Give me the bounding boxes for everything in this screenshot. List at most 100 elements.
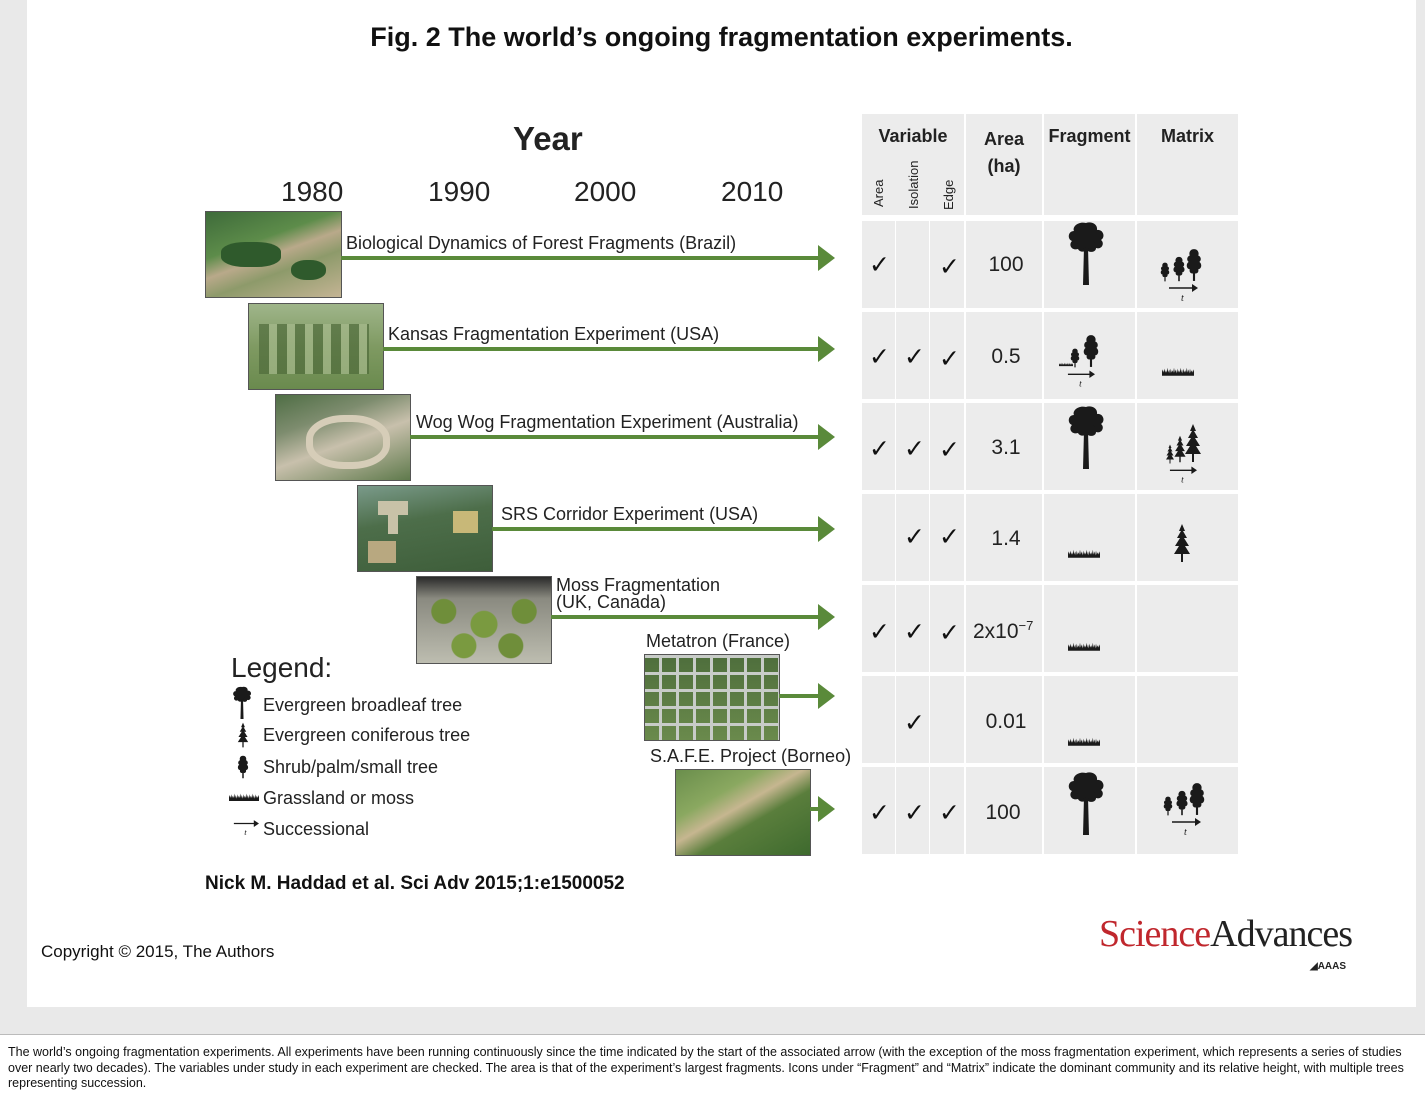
legend-label-grass: Grassland or moss bbox=[263, 788, 415, 808]
area-row2: 0.5 bbox=[991, 345, 1021, 368]
legend-label-shrub: Shrub/palm/small tree bbox=[263, 757, 439, 777]
area-row3: 3.1 bbox=[991, 436, 1021, 459]
year-tick-1990: 1990 bbox=[428, 176, 491, 207]
check-row4-edge: ✓ bbox=[939, 522, 960, 551]
table-cell bbox=[930, 676, 964, 763]
photo-safe bbox=[675, 769, 811, 856]
arrowhead-srs bbox=[818, 516, 835, 542]
successional-shrub-icon bbox=[1059, 334, 1111, 390]
header-fragment: Fragment bbox=[1048, 126, 1131, 146]
subheader-isolation: Isolation bbox=[906, 160, 921, 209]
table-cell bbox=[1044, 585, 1135, 672]
arrowhead-kansas bbox=[818, 336, 835, 362]
table-cell bbox=[896, 676, 929, 763]
science-advances-logo: ScienceAdvances bbox=[1099, 912, 1353, 956]
check-row4-isolation: ✓ bbox=[904, 522, 925, 551]
arrowhead-safe bbox=[818, 796, 835, 822]
check-row2-edge: ✓ bbox=[939, 344, 960, 373]
grass-icon bbox=[1068, 736, 1100, 746]
table-cell bbox=[930, 221, 964, 308]
legend-title: Legend: bbox=[231, 652, 333, 683]
header-matrix-cell bbox=[1137, 114, 1238, 215]
experiment-arrow-metatron bbox=[779, 694, 819, 698]
experiment-label-moss-line2: (UK, Canada) bbox=[556, 592, 667, 612]
header-area-line1: Area bbox=[983, 129, 1025, 149]
grass-icon bbox=[1068, 641, 1100, 651]
table-cell bbox=[896, 403, 929, 490]
header-variable-cell bbox=[862, 114, 964, 215]
area-row5-exponent: −7 bbox=[1018, 618, 1034, 633]
conifer-tree-icon bbox=[1172, 523, 1192, 563]
experiment-label-metatron: Metatron (France) bbox=[646, 631, 791, 651]
table-cell bbox=[966, 221, 1042, 308]
table-cell bbox=[1137, 494, 1238, 581]
experiment-label-moss: Moss Fragmentation (UK, Canada) bbox=[556, 576, 720, 612]
area-row5-base: 2x10 bbox=[973, 620, 1019, 643]
photo-kansas bbox=[248, 303, 384, 390]
grass-icon bbox=[1162, 366, 1194, 376]
header-variable: Variable bbox=[878, 126, 948, 146]
check-row6-isolation: ✓ bbox=[904, 708, 925, 737]
header-matrix: Matrix bbox=[1160, 126, 1214, 146]
table-cell bbox=[862, 585, 895, 672]
experiment-label-wogwog: Wog Wog Fragmentation Experiment (Austra… bbox=[416, 412, 799, 432]
aaas-logo: ◢AAAS bbox=[1310, 961, 1347, 972]
table-cell bbox=[896, 767, 929, 854]
check-row7-isolation: ✓ bbox=[904, 798, 925, 827]
copyright: Copyright © 2015, The Authors bbox=[41, 942, 275, 961]
broadleaf-tree-icon bbox=[1064, 769, 1108, 839]
table-cell bbox=[966, 585, 1042, 672]
table-cell bbox=[1137, 403, 1238, 490]
figure-slide: Fig. 2 The world’s ongoing fragmentation… bbox=[27, 0, 1416, 1007]
check-row2-area: ✓ bbox=[869, 342, 890, 371]
broadleaf-tree-icon bbox=[231, 685, 253, 721]
table-cell bbox=[930, 403, 964, 490]
check-row5-area: ✓ bbox=[869, 617, 890, 646]
experiment-arrow-kansas bbox=[383, 347, 819, 351]
grass-icon bbox=[1068, 548, 1100, 558]
subheader-area: Area bbox=[871, 179, 886, 207]
check-row5-isolation: ✓ bbox=[904, 617, 925, 646]
check-row7-area: ✓ bbox=[869, 798, 890, 827]
aaas-text: AAAS bbox=[1317, 961, 1347, 972]
table-cell bbox=[862, 767, 895, 854]
table-cell bbox=[862, 221, 895, 308]
photo-srs bbox=[357, 485, 493, 572]
arrowhead-metatron bbox=[818, 683, 835, 709]
table-cell bbox=[862, 494, 895, 581]
check-row2-isolation: ✓ bbox=[904, 342, 925, 371]
table-cell bbox=[896, 494, 929, 581]
table-cell bbox=[896, 221, 929, 308]
grass-icon bbox=[228, 792, 260, 801]
check-row5-edge: ✓ bbox=[939, 618, 960, 647]
table-cell bbox=[930, 585, 964, 672]
successional-conifer-icon bbox=[1165, 422, 1209, 484]
year-tick-1980: 1980 bbox=[281, 176, 344, 207]
experiment-arrow-safe bbox=[810, 807, 819, 811]
table-cell bbox=[1137, 676, 1238, 763]
photo-bdffp bbox=[205, 211, 342, 298]
table-cell bbox=[896, 585, 929, 672]
table-cell bbox=[862, 676, 895, 763]
arrowhead-wogwog bbox=[818, 424, 835, 450]
table-cell bbox=[966, 403, 1042, 490]
year-tick-2000: 2000 bbox=[574, 176, 637, 207]
experiment-arrow-bdffp bbox=[341, 256, 819, 260]
experiment-arrow-moss bbox=[551, 615, 819, 619]
experiment-label-kansas: Kansas Fragmentation Experiment (USA) bbox=[388, 324, 720, 344]
experiment-label-srs: SRS Corridor Experiment (USA) bbox=[501, 504, 759, 524]
photo-metatron bbox=[644, 654, 780, 741]
citation: Nick M. Haddad et al. Sci Adv 2015;1:e15… bbox=[205, 873, 625, 894]
year-heading: Year bbox=[513, 120, 583, 157]
caption-text: The world’s ongoing fragmentation experi… bbox=[8, 1045, 1404, 1090]
legend-label-successional: Successional bbox=[263, 819, 370, 839]
logo-part-advances: Advances bbox=[1210, 913, 1353, 955]
experiment-arrow-wogwog bbox=[410, 435, 819, 439]
legend-label-broadleaf: Evergreen broadleaf tree bbox=[263, 695, 463, 715]
table-cell bbox=[1044, 676, 1135, 763]
area-row6: 0.01 bbox=[985, 710, 1027, 733]
check-row1-edge: ✓ bbox=[939, 252, 960, 281]
check-row3-isolation: ✓ bbox=[904, 434, 925, 463]
check-row3-edge: ✓ bbox=[939, 435, 960, 464]
subheader-edge: Edge bbox=[941, 179, 956, 210]
